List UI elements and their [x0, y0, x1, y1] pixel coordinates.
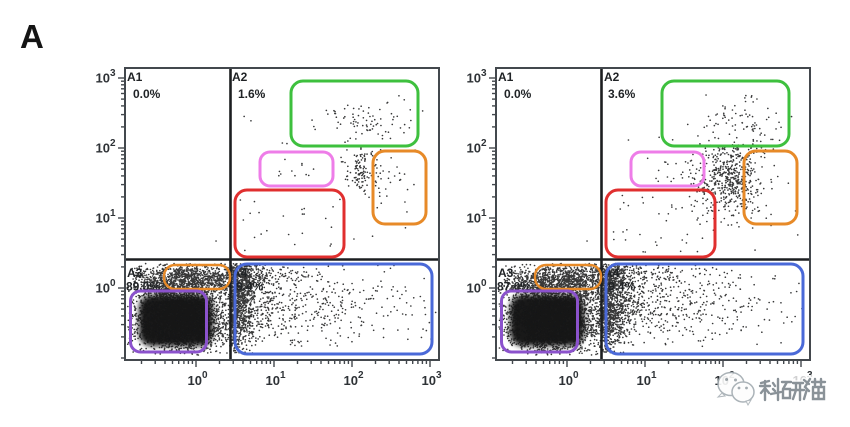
svg-text:10: 10 [422, 373, 436, 388]
svg-text:A2: A2 [604, 70, 620, 84]
svg-text:A1: A1 [498, 70, 514, 84]
svg-text:0.0%: 0.0% [504, 87, 532, 101]
svg-text:A3: A3 [498, 266, 514, 280]
svg-text:10: 10 [188, 373, 202, 388]
svg-text:A: A [20, 18, 44, 55]
svg-text:10: 10 [559, 373, 573, 388]
svg-text:A3: A3 [127, 266, 143, 280]
svg-text:10: 10 [344, 373, 358, 388]
svg-text:1: 1 [651, 370, 657, 381]
svg-text:10: 10 [96, 71, 110, 86]
svg-text:9.4%: 9.4% [608, 280, 636, 294]
svg-text:A1: A1 [127, 70, 143, 84]
svg-text:10: 10 [467, 141, 481, 156]
svg-text:10: 10 [467, 71, 481, 86]
svg-text:10: 10 [96, 141, 110, 156]
svg-text:10: 10 [467, 211, 481, 226]
svg-text:0: 0 [202, 370, 208, 381]
svg-text:0.0%: 0.0% [133, 87, 161, 101]
svg-text:10: 10 [637, 373, 651, 388]
svg-text:2: 2 [481, 138, 487, 149]
svg-text:10: 10 [266, 373, 280, 388]
svg-text:3.6%: 3.6% [608, 87, 636, 101]
svg-text:9.4%: 9.4% [236, 280, 264, 294]
svg-text:0: 0 [481, 278, 487, 289]
svg-text:2: 2 [110, 138, 116, 149]
svg-text:A2: A2 [232, 70, 248, 84]
svg-text:1.6%: 1.6% [238, 87, 266, 101]
svg-text:3: 3 [481, 68, 487, 79]
svg-text:1: 1 [280, 370, 286, 381]
svg-text:3: 3 [110, 68, 116, 79]
svg-text:10: 10 [96, 281, 110, 296]
svg-text:10: 10 [467, 281, 481, 296]
svg-text:2: 2 [358, 370, 364, 381]
svg-text:0: 0 [573, 370, 579, 381]
svg-text:3: 3 [436, 370, 442, 381]
svg-text:0: 0 [110, 278, 116, 289]
svg-text:1: 1 [481, 208, 487, 219]
svg-text:10: 10 [96, 211, 110, 226]
svg-text:1: 1 [110, 208, 116, 219]
